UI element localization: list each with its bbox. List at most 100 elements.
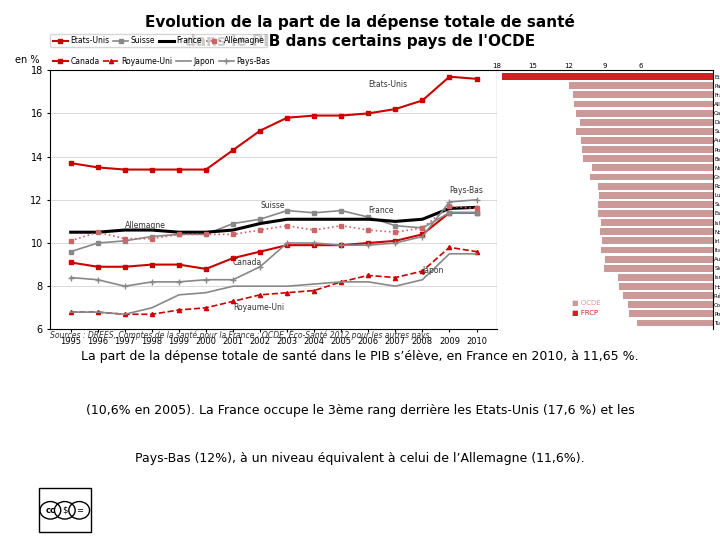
Canada	[337, 242, 346, 248]
Line: Allemagne: Allemagne	[68, 204, 479, 243]
Bar	[605, 256, 713, 262]
Text: La part de la dépense totale de santé dans le PIB s’élève, en France en 2010, à : La part de la dépense totale de santé da…	[81, 350, 639, 363]
Bar	[623, 292, 713, 299]
Suisse	[310, 210, 318, 216]
Text: cc: cc	[45, 506, 55, 515]
Line: Canada: Canada	[68, 211, 479, 271]
Text: Canada: Canada	[233, 258, 262, 267]
Text: ■ OCDE: ■ OCDE	[572, 300, 601, 306]
Pays-Bas	[148, 279, 156, 285]
Royaume-Uni	[66, 309, 75, 315]
Royaume-Uni	[310, 287, 318, 294]
Text: Japon: Japon	[423, 266, 444, 275]
Bar	[592, 165, 713, 171]
Japon	[94, 309, 102, 315]
Bar	[598, 201, 713, 208]
Canada	[310, 242, 318, 248]
Royaume-Uni	[202, 305, 210, 311]
Japon	[418, 276, 427, 283]
Canada	[256, 248, 264, 255]
France	[445, 205, 454, 212]
France	[120, 227, 129, 233]
Etats-Unis	[120, 166, 129, 173]
Japon	[202, 289, 210, 296]
Text: Pays-Bas (12%), à un niveau équivalent à celui de l’Allemagne (11,6%).: Pays-Bas (12%), à un niveau équivalent à…	[135, 452, 585, 465]
Text: Allemagne: Allemagne	[125, 221, 166, 230]
Etats-Unis	[337, 112, 346, 119]
Allemagne	[391, 229, 400, 235]
Bar	[599, 192, 713, 199]
Suisse	[391, 222, 400, 229]
Pays-Bas	[229, 276, 238, 283]
Bar	[576, 110, 713, 117]
Text: Etats-Unis: Etats-Unis	[369, 80, 408, 90]
Canada	[229, 255, 238, 261]
Text: Suisse: Suisse	[260, 201, 284, 211]
Canada	[120, 264, 129, 270]
Canada	[364, 240, 373, 246]
Bar	[601, 247, 713, 253]
Suisse	[283, 207, 292, 214]
Royaume-Uni	[364, 272, 373, 279]
Canada	[148, 261, 156, 268]
Suisse	[256, 216, 264, 222]
Royaume-Uni	[229, 298, 238, 305]
Pays-Bas	[391, 240, 400, 246]
Royaume-Uni	[418, 268, 427, 274]
Bar	[583, 156, 713, 162]
Bar	[598, 183, 713, 190]
Pays-Bas	[120, 283, 129, 289]
Text: =: =	[76, 506, 83, 515]
Canada	[94, 264, 102, 270]
France	[391, 218, 400, 225]
Japon	[391, 283, 400, 289]
Bar	[574, 100, 713, 107]
Royaume-Uni	[391, 274, 400, 281]
France	[66, 229, 75, 235]
France	[283, 216, 292, 222]
Bar	[603, 265, 713, 272]
Suisse	[364, 214, 373, 220]
Canada	[472, 210, 481, 216]
Line: Pays-Bas: Pays-Bas	[68, 197, 480, 289]
Line: Japon: Japon	[71, 254, 477, 314]
Suisse	[418, 225, 427, 231]
Japon	[174, 292, 183, 298]
Allemagne	[337, 222, 346, 229]
Japon	[310, 281, 318, 287]
Pays-Bas	[418, 233, 427, 240]
Etats-Unis	[256, 127, 264, 134]
Etats-Unis	[148, 166, 156, 173]
France	[310, 216, 318, 222]
Bar	[580, 119, 713, 126]
Royaume-Uni	[472, 248, 481, 255]
Suisse	[337, 207, 346, 214]
Bar	[637, 320, 713, 327]
Bar	[598, 210, 713, 217]
Royaume-Uni	[283, 289, 292, 296]
Pays-Bas	[66, 274, 75, 281]
Royaume-Uni	[148, 311, 156, 318]
Allemagne	[256, 227, 264, 233]
Text: (10,6% en 2005). La France occupe le 3ème rang derrière les Etats-Unis (17,6 %) : (10,6% en 2005). La France occupe le 3èm…	[86, 404, 634, 417]
Bar	[576, 128, 713, 135]
Line: Etats-Unis: Etats-Unis	[68, 75, 479, 172]
Text: Pays-Bas: Pays-Bas	[449, 186, 483, 195]
Japon	[283, 283, 292, 289]
France	[364, 216, 373, 222]
Text: en %: en %	[14, 55, 39, 65]
Japon	[337, 279, 346, 285]
Suisse	[148, 233, 156, 240]
Allemagne	[283, 222, 292, 229]
Etats-Unis	[310, 112, 318, 119]
Allemagne	[418, 225, 427, 231]
Pays-Bas	[174, 279, 183, 285]
France	[202, 229, 210, 235]
Text: Royaume-Uni: Royaume-Uni	[233, 303, 284, 312]
Bar	[619, 283, 713, 290]
Etats-Unis	[94, 164, 102, 171]
Bar	[601, 219, 713, 226]
Pays-Bas	[256, 264, 264, 270]
Bar	[569, 82, 713, 89]
Japon	[472, 251, 481, 257]
